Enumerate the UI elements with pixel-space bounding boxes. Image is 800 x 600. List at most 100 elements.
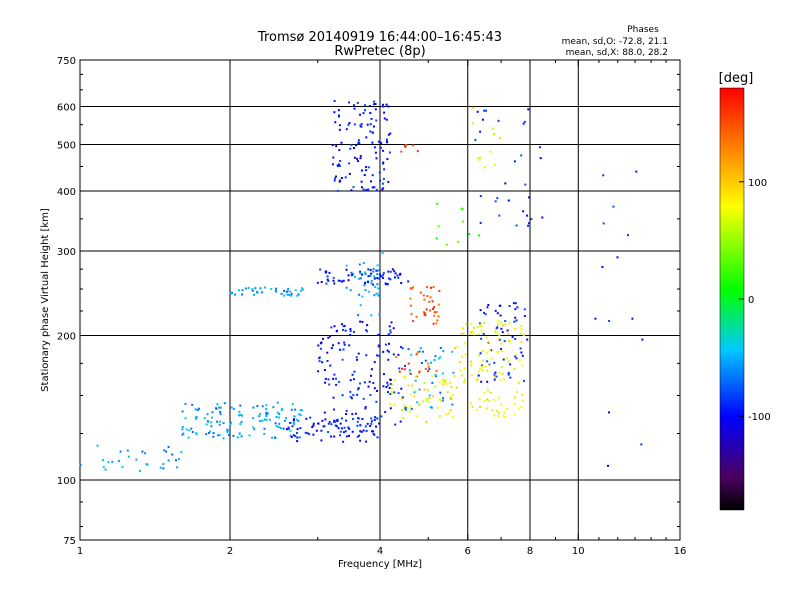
scatter-point	[410, 353, 413, 356]
y-tick-label: 400	[57, 187, 76, 198]
scatter-point	[386, 283, 389, 286]
scatter-point	[290, 436, 293, 438]
scatter-point	[399, 420, 402, 423]
scatter-point	[382, 385, 385, 388]
scatter-point	[353, 370, 356, 373]
scatter-point	[297, 420, 300, 423]
scatter-point	[296, 294, 299, 297]
scatter-point	[387, 133, 390, 136]
scatter-point	[385, 103, 388, 106]
scatter-point	[526, 214, 528, 217]
scatter-point	[372, 103, 375, 106]
scatter-point	[538, 146, 541, 149]
scatter-point	[519, 347, 522, 350]
scatter-point	[429, 309, 431, 312]
scatter-point	[159, 466, 162, 469]
y-axis-ticks: 75 100 200 300 400 500 600 750	[57, 56, 680, 547]
scatter-point	[287, 426, 290, 429]
scatter-point	[374, 416, 377, 419]
scatter-point	[364, 282, 366, 285]
scatter-point	[331, 144, 334, 147]
scatter-point	[338, 180, 341, 183]
scatter-point	[427, 400, 430, 403]
scatter-point	[289, 421, 292, 424]
scatter-point	[356, 435, 359, 438]
scatter-point	[263, 432, 266, 435]
scatter-point	[464, 378, 466, 381]
scatter-point	[514, 355, 517, 358]
scatter-point	[79, 463, 82, 466]
scatter-point	[239, 423, 242, 425]
scatter-point	[372, 268, 375, 270]
scatter-point	[516, 306, 519, 309]
scatter-point	[210, 416, 213, 419]
scatter-point	[364, 109, 366, 112]
scatter-point	[635, 170, 638, 173]
scatter-point	[338, 128, 341, 131]
scatter-point	[478, 354, 480, 357]
scatter-point	[370, 282, 373, 285]
scatter-point	[502, 414, 505, 417]
y-tick-label: 600	[57, 103, 76, 114]
scatter-point	[265, 408, 268, 411]
scatter-point	[426, 389, 429, 392]
scatter-point	[514, 302, 517, 305]
scatter-point	[336, 164, 339, 167]
scatter-point	[283, 294, 286, 297]
scatter-point	[117, 460, 120, 463]
scatter-point	[439, 347, 442, 349]
scatter-point	[418, 371, 421, 374]
scatter-point	[282, 427, 285, 430]
scatter-point	[367, 275, 370, 278]
scatter-point	[335, 377, 337, 380]
scatter-point	[230, 292, 233, 295]
scatter-point	[382, 103, 384, 106]
scatter-point	[291, 425, 294, 428]
scatter-point	[329, 335, 331, 338]
scatter-point	[439, 400, 442, 403]
scatter-point	[528, 196, 530, 199]
scatter-point	[401, 408, 404, 411]
scatter-point	[373, 419, 376, 421]
scatter-point	[126, 449, 129, 452]
scatter-point	[352, 394, 355, 397]
scatter-point	[291, 402, 294, 405]
scatter-point	[283, 289, 285, 292]
scatter-point	[279, 427, 282, 430]
scatter-point	[376, 264, 379, 267]
scatter-point	[331, 163, 334, 166]
scatter-point	[352, 418, 354, 420]
scatter-point	[333, 111, 336, 114]
scatter-point	[445, 382, 448, 385]
scatter-point	[435, 369, 438, 372]
scatter-point	[403, 144, 406, 147]
scatter-point	[436, 202, 439, 205]
scatter-point	[373, 277, 376, 280]
scatter-point	[347, 123, 350, 126]
scatter-point	[442, 397, 445, 399]
scatter-point	[167, 446, 170, 448]
scatter-point	[365, 429, 368, 432]
scatter-point	[326, 275, 329, 278]
scatter-point	[300, 408, 303, 411]
scatter-point	[375, 292, 378, 295]
scatter-point	[320, 341, 323, 344]
scatter-point	[266, 413, 268, 416]
x-tick-label: 16	[674, 546, 687, 557]
scatter-point	[458, 360, 461, 363]
scatter-point	[411, 287, 414, 290]
scatter-point	[462, 332, 465, 335]
scatter-point	[353, 104, 355, 107]
scatter-point	[363, 381, 366, 384]
x-tick-label: 4	[377, 546, 383, 557]
scatter-point	[268, 418, 271, 421]
scatter-point	[470, 364, 473, 367]
scatter-point	[497, 396, 500, 399]
scatter-point	[449, 396, 452, 399]
scatter-point	[415, 375, 418, 378]
scatter-point	[420, 362, 423, 364]
scatter-point	[341, 394, 344, 397]
scatter-point	[305, 417, 308, 420]
scatter-point	[209, 430, 212, 433]
scatter-point	[412, 286, 415, 289]
